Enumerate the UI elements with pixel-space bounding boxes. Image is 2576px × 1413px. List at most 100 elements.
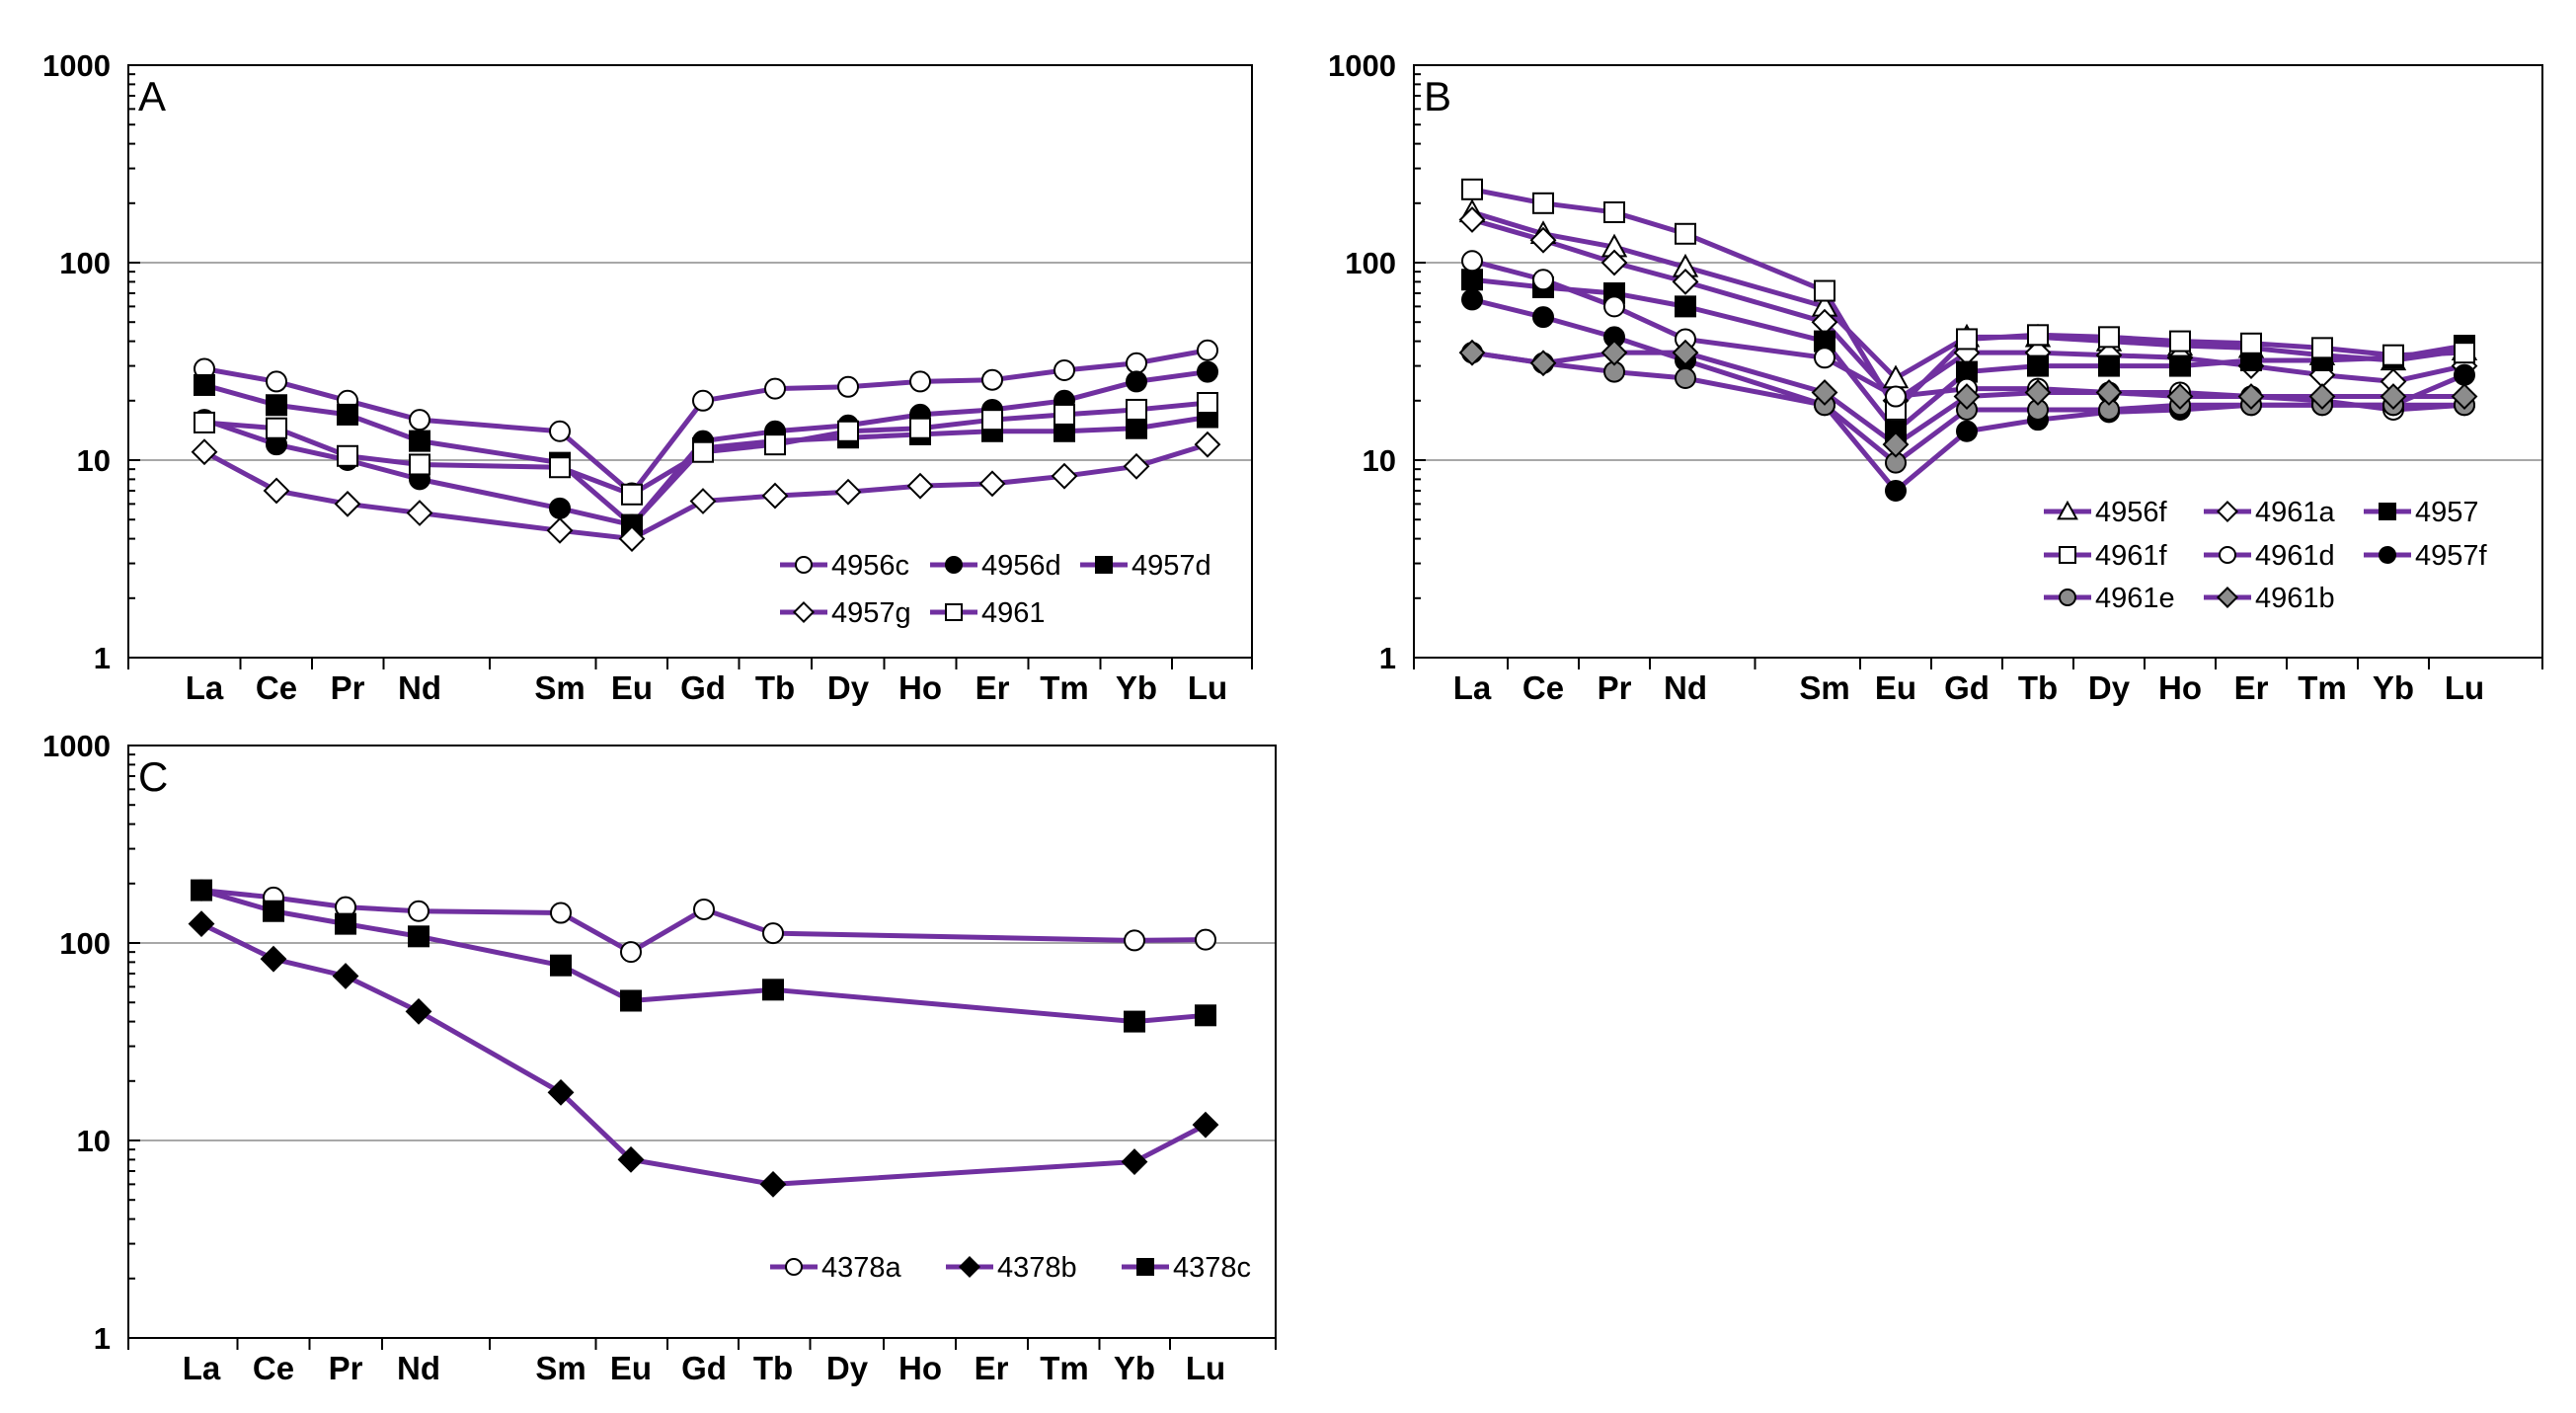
data-point-4957f (1885, 479, 1907, 502)
legend-marker-4961a (2216, 500, 2239, 523)
y-tick-label: 1 (94, 1321, 111, 1356)
x-tick-label: Yb (2373, 669, 2414, 706)
x-tick-label: Er (976, 669, 1010, 706)
data-point-4961f (1603, 200, 1625, 223)
legend-marker-4957f (2379, 546, 2396, 564)
series-line-4956c (203, 348, 1209, 496)
data-point-4378b (759, 1170, 787, 1198)
legend-marker-4956d (945, 556, 963, 574)
chart-panel-c: 1 10 100 1000 La Ce Pr Nd Sm Eu Gd Tb Dy Ho Er Tm Yb Lu C 4… (42, 729, 1277, 1386)
x-tick-label: Eu (1875, 669, 1916, 706)
data-point-4378b (332, 963, 359, 989)
x-tick-label: Pr (331, 669, 365, 706)
data-point-4961b (2024, 379, 2052, 406)
data-point-4956c (1054, 359, 1075, 382)
data-point-4961a (1458, 206, 1486, 233)
x-tick-label: Ho (2158, 669, 2202, 706)
data-point-4961f (2311, 337, 2333, 359)
data-point-4961 (621, 483, 643, 506)
data-point-4961b (2237, 383, 2265, 410)
data-point-4961 (909, 417, 931, 439)
series-line-4961f (1471, 187, 2465, 413)
data-point-4957g (1194, 431, 1221, 458)
plot-frame (127, 64, 1253, 659)
legend-label: 4956c (831, 550, 909, 582)
data-point-4957d (194, 373, 215, 396)
series-line-4961d (1471, 258, 2465, 413)
data-point-4378b (1121, 1148, 1148, 1175)
legend-marker-4378b (958, 1255, 981, 1279)
data-point-4956c (692, 389, 714, 412)
x-tick-label: Ho (898, 669, 942, 706)
legend-marker-4957 (2379, 503, 2396, 520)
data-point-4961b (1882, 431, 1910, 458)
data-point-4378c (550, 954, 572, 977)
legend-marker-4957d (1095, 556, 1113, 574)
legend-marker-4378a (785, 1258, 803, 1276)
data-point-4961b (1811, 379, 1838, 406)
x-tick-label: Ho (898, 1350, 942, 1386)
legend-label: 4957d (1132, 550, 1211, 582)
x-tick-label: Er (2234, 669, 2269, 706)
y-tick-label: 100 (59, 926, 111, 961)
data-point-4378c (263, 900, 284, 922)
legend-marker-4378c (1136, 1258, 1154, 1276)
data-point-4378b (547, 1078, 575, 1106)
data-point-4378a (762, 922, 784, 945)
data-point-4957 (2169, 354, 2191, 377)
data-point-4957 (1461, 269, 1483, 291)
data-point-4961d (1814, 347, 1835, 369)
legend-marker-4957g (792, 600, 816, 624)
legend-label: 4961e (2095, 583, 2175, 614)
series-line-4956d (203, 369, 1209, 528)
legend-label: 4961d (2255, 540, 2335, 572)
data-point-4378c (408, 925, 429, 948)
data-point-4961b (1458, 339, 1486, 366)
legend-label: 4957 (2415, 497, 2479, 528)
y-tick-label: 10 (77, 443, 111, 478)
data-point-4961f (1461, 178, 1483, 200)
x-tick-label: Sm (534, 669, 585, 706)
data-point-4956c (981, 368, 1003, 391)
data-point-4957g (1051, 462, 1078, 490)
x-tick-label: Sm (1799, 669, 1849, 706)
data-point-4961b (2095, 379, 2123, 406)
panel-label: B (1424, 73, 1451, 119)
legend-label: 4961a (2255, 497, 2336, 528)
data-point-4378a (693, 898, 715, 920)
series-line-4957g (202, 441, 1209, 542)
data-point-4956c (764, 377, 786, 400)
data-point-4378a (620, 941, 642, 964)
data-point-4956d (549, 497, 571, 519)
data-point-4961f (2454, 342, 2475, 364)
data-point-4378a (1124, 929, 1145, 952)
data-point-4961b (1953, 383, 1981, 410)
data-point-4957g (689, 488, 717, 514)
y-tick-label: 1000 (42, 48, 111, 83)
x-tick-label: Tm (1040, 669, 1089, 706)
chart-panel-b: 1 10 100 1000 La Ce Pr Nd Sm Eu Gd Tb Dy Ho Er Tm Yb Lu B 4… (1328, 48, 2543, 706)
legend-label: 4956d (981, 550, 1061, 582)
legend-label: 4961f (2095, 540, 2168, 572)
chart-panel-a: 1 10 100 1000 La Ce Pr Nd Sm Eu Gd Tb Dy Ho Er Tm Yb Lu A 4… (42, 48, 1253, 706)
data-point-4961 (337, 444, 358, 467)
data-point-4378b (405, 997, 432, 1025)
y-tick-label: 1 (94, 641, 111, 675)
data-point-4378c (335, 912, 356, 935)
x-tick-label: Gd (680, 669, 726, 706)
x-tick-label: La (186, 669, 224, 706)
data-point-4961 (981, 409, 1003, 432)
x-tick-label: Ce (256, 669, 297, 706)
panel-label: C (138, 753, 168, 800)
data-point-4961 (549, 456, 571, 479)
series-line-4378b (199, 921, 1208, 1187)
data-point-4957g (906, 472, 934, 500)
x-tick-label: Eu (610, 1350, 652, 1386)
data-point-4961b (2451, 383, 2478, 410)
x-tick-label: La (183, 1350, 221, 1386)
data-point-4957g (546, 516, 574, 544)
data-point-4957f (1461, 288, 1483, 311)
data-point-4961b (2166, 383, 2194, 410)
legend-marker-4956f (2057, 500, 2078, 520)
